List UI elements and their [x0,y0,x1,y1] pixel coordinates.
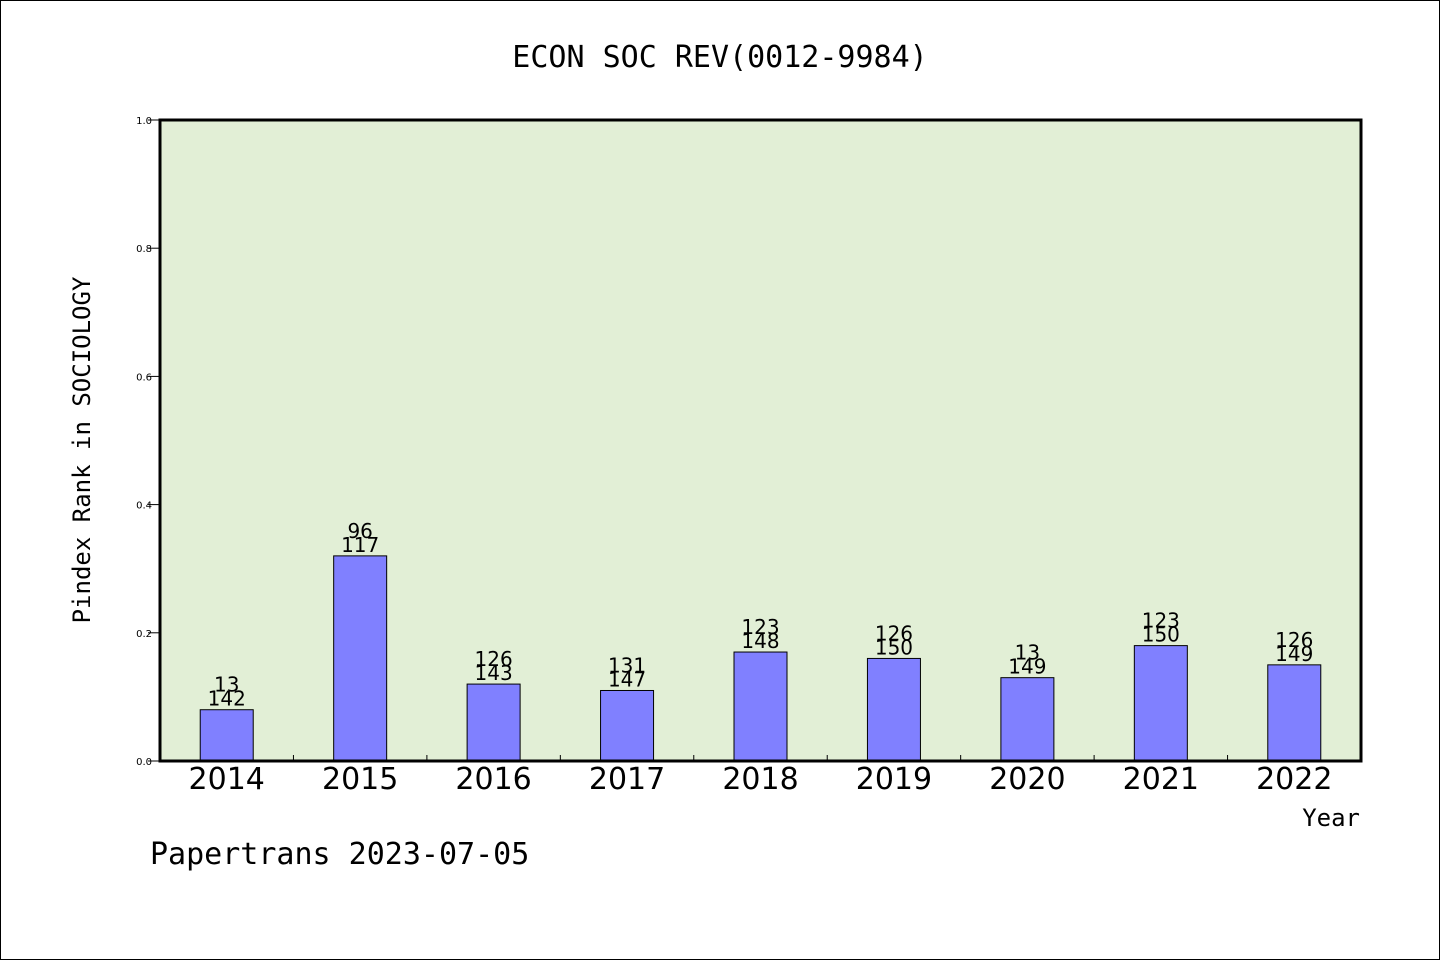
y-axis: 0.0 0.2 0.4 0.6 0.8 1.0 [136,116,160,768]
bar-label-top: 13 [214,673,239,697]
chart-title: ECON SOC REV(0012-9984) [512,40,927,75]
bars-group [199,555,1322,762]
bar-label-top: 126 [475,647,513,671]
bar-label-top: 123 [741,615,779,639]
plot-border [158,118,1363,763]
bar-label-top: 126 [1275,628,1313,652]
bar-2017 [600,689,655,762]
bar-2020 [1000,677,1055,762]
bar-label-top: 13 [1015,641,1040,665]
y-axis-label: Pindex Rank in SOCIOLOGY [68,276,96,623]
watermark: Papertrans 2023-07-05 [150,837,529,872]
bar-label-bottom: 143 [475,661,513,685]
bar-label-bottom: 148 [741,629,779,653]
bar-label-bottom: 149 [1275,642,1313,666]
bar-2022 [1267,664,1322,762]
y-tick-label: 0.4 [136,501,152,512]
y-tick-label: 0.0 [136,757,152,768]
bar-2016 [466,683,521,762]
x-tick-label: 2017 [589,762,665,797]
x-tick-label: 2022 [1256,762,1332,797]
x-tick-label: 2015 [322,762,398,797]
bar-label-top: 131 [608,653,646,677]
x-tick-label: 2019 [856,762,932,797]
x-axis-label: Year [1302,804,1360,832]
x-tick-label: 2014 [189,762,265,797]
bar-2018 [733,651,788,762]
y-tick-label: 0.6 [136,372,152,383]
bar-label-bottom: 117 [341,533,379,557]
bar-2014 [199,709,254,762]
bar-label-bottom: 149 [1008,655,1046,679]
y-tick-label: 0.2 [136,629,152,640]
bar-2021 [1133,645,1188,762]
bar-label-top: 96 [347,519,372,543]
x-axis: 2014 2015 2016 2017 2018 2019 2020 2021 2022 [189,755,1332,797]
x-tick-label: 2018 [722,762,798,797]
bar-2019 [866,657,921,762]
bar-label-bottom: 147 [608,667,646,691]
bar-label-top: 123 [1142,609,1180,633]
x-tick-label: 2016 [455,762,531,797]
bar-label-bottom: 150 [875,635,913,659]
bar-label-top: 126 [875,621,913,645]
bar-label-bottom: 150 [1142,623,1180,647]
bar-label-bottom: 142 [208,687,246,711]
y-tick-label: 0.8 [136,244,152,255]
y-tick-label: 1.0 [136,116,152,127]
x-tick-label: 2020 [989,762,1065,797]
bar-2015 [333,555,388,762]
x-tick-label: 2021 [1123,762,1199,797]
